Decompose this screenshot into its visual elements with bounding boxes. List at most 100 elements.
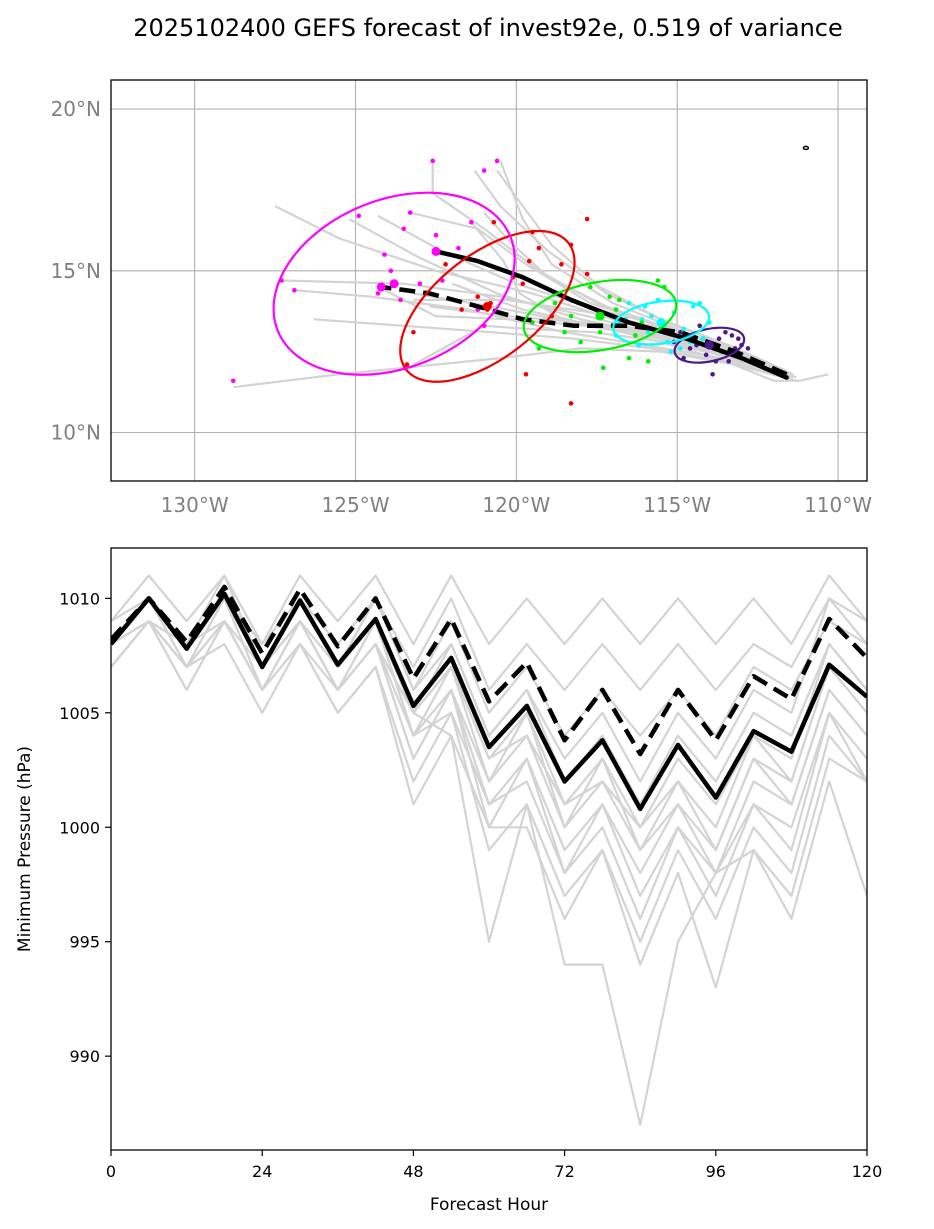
member-position-dot bbox=[700, 336, 706, 342]
member-track-line bbox=[451, 282, 829, 382]
member-position-dot bbox=[430, 158, 436, 164]
member-position-dot bbox=[710, 371, 715, 377]
member-position-dot bbox=[736, 336, 741, 342]
member-pressure-line bbox=[111, 620, 867, 989]
member-position-dot bbox=[520, 281, 526, 287]
pressure-x-tick-label: 48 bbox=[403, 1162, 423, 1181]
uncertainty-ellipse bbox=[399, 229, 576, 383]
member-position-dot bbox=[697, 323, 703, 329]
member-position-dot bbox=[597, 329, 603, 335]
pressure-x-tick-label: 24 bbox=[252, 1162, 272, 1181]
member-pressure-line bbox=[111, 620, 867, 920]
pressure-frame bbox=[110, 547, 868, 1151]
member-position-dot bbox=[729, 333, 735, 338]
mean-track-end-dot bbox=[431, 246, 441, 256]
member-pressure-line bbox=[111, 597, 867, 852]
pressure-panel: 0 24 48 72 96 120 990 995 1000 1005 1010 Forecast … bbox=[15, 547, 882, 1215]
member-position-dot bbox=[588, 284, 593, 290]
member-position-dot bbox=[607, 294, 612, 299]
pressure-x-tick-label: 120 bbox=[852, 1162, 883, 1181]
member-position-dot bbox=[626, 300, 632, 306]
deterministic-track-line bbox=[380, 284, 788, 377]
pressure-y-tick-label: 1000 bbox=[59, 818, 100, 837]
member-position-dot bbox=[382, 252, 387, 257]
uncertainty-ellipse bbox=[272, 191, 516, 376]
member-position-dot bbox=[552, 300, 558, 306]
member-position-dot bbox=[459, 307, 464, 312]
member-position-dot bbox=[616, 297, 622, 303]
member-position-dot bbox=[404, 362, 410, 367]
figure-title: 2025102400 GEFS forecast of invest92e, 0… bbox=[133, 14, 843, 42]
member-position-dot bbox=[356, 213, 362, 219]
member-position-dot bbox=[645, 359, 651, 364]
member-pressure-line bbox=[111, 574, 867, 646]
member-position-dot bbox=[678, 329, 683, 335]
member-pressure-line bbox=[111, 597, 867, 852]
member-position-dot bbox=[568, 313, 574, 319]
member-position-dot bbox=[494, 158, 500, 164]
cluster-center-dot bbox=[704, 340, 714, 350]
pressure-x-tick-label: 72 bbox=[554, 1162, 574, 1181]
member-position-dot bbox=[398, 297, 403, 303]
member-position-dot bbox=[723, 329, 728, 335]
map-lat-tick-label: 20°N bbox=[51, 97, 101, 121]
uncertainty-ellipse bbox=[612, 299, 711, 346]
map-lon-tick-label: 125°W bbox=[322, 493, 390, 517]
member-position-dot bbox=[559, 262, 564, 267]
deterministic-track-end-dot bbox=[376, 282, 386, 292]
member-position-dot bbox=[407, 210, 413, 215]
map-lon-tick-label: 115°W bbox=[643, 493, 711, 517]
uncertainty-ellipse bbox=[673, 326, 746, 364]
member-position-dot bbox=[230, 378, 236, 384]
member-pressure-line bbox=[111, 597, 867, 852]
member-position-dot bbox=[491, 219, 497, 225]
member-position-dot bbox=[469, 219, 474, 225]
member-position-dot bbox=[633, 333, 638, 338]
member-position-dot bbox=[655, 278, 661, 283]
member-position-dot bbox=[481, 168, 487, 173]
pressure-ticks: 0 24 48 72 96 120 990 995 1000 1005 1010 bbox=[59, 589, 882, 1181]
member-position-dot bbox=[584, 271, 590, 277]
map-lat-tick-label: 10°N bbox=[51, 420, 101, 444]
map-lon-tick-label: 120°W bbox=[482, 493, 550, 517]
member-position-dot bbox=[443, 262, 448, 267]
member-position-dot bbox=[645, 329, 651, 335]
map-lon-tick-label: 130°W bbox=[161, 493, 229, 517]
pressure-x-tick-label: 0 bbox=[106, 1162, 116, 1181]
member-position-dot bbox=[536, 245, 542, 251]
member-position-dot bbox=[433, 232, 439, 238]
cluster-center-dot bbox=[482, 301, 492, 311]
member-position-dot bbox=[578, 339, 583, 345]
member-position-dot bbox=[584, 216, 590, 222]
track-map-panel: 130°W 125°W 120°W 115°W 110°W 10°N 15°N 20°N bbox=[51, 79, 873, 517]
member-position-dot bbox=[562, 329, 567, 335]
map-lat-tick-label: 15°N bbox=[51, 259, 101, 283]
member-position-dot bbox=[536, 346, 542, 351]
member-position-dot bbox=[375, 291, 381, 296]
member-position-dot bbox=[690, 304, 696, 309]
member-pressure-line bbox=[111, 597, 867, 737]
member-position-dot bbox=[388, 268, 394, 274]
uncertainty-ellipse bbox=[522, 278, 678, 354]
member-position-dot bbox=[745, 346, 751, 351]
member-position-dot bbox=[475, 294, 481, 299]
pressure-y-tick-label: 1010 bbox=[59, 589, 100, 608]
pressure-y-tick-label: 1005 bbox=[59, 704, 100, 723]
map-gridlines bbox=[111, 80, 867, 481]
pressure-x-tick-label: 96 bbox=[706, 1162, 726, 1181]
pressure-y-tick-label: 995 bbox=[69, 933, 100, 952]
member-position-dot bbox=[703, 352, 709, 358]
pressure-xlabel: Forecast Hour bbox=[430, 1195, 548, 1215]
member-position-dot bbox=[678, 346, 683, 351]
member-position-dot bbox=[526, 258, 532, 264]
deterministic-pressure-line bbox=[111, 584, 867, 757]
pressure-lines bbox=[111, 574, 867, 1126]
cluster-center-dot bbox=[656, 318, 666, 328]
member-position-dot bbox=[639, 317, 645, 322]
member-position-dot bbox=[726, 359, 731, 364]
member-position-dot bbox=[716, 336, 722, 342]
map-tick-labels: 130°W 125°W 120°W 115°W 110°W 10°N 15°N 20°N bbox=[51, 97, 873, 517]
member-position-dot bbox=[568, 401, 574, 406]
member-position-dot bbox=[649, 313, 654, 319]
